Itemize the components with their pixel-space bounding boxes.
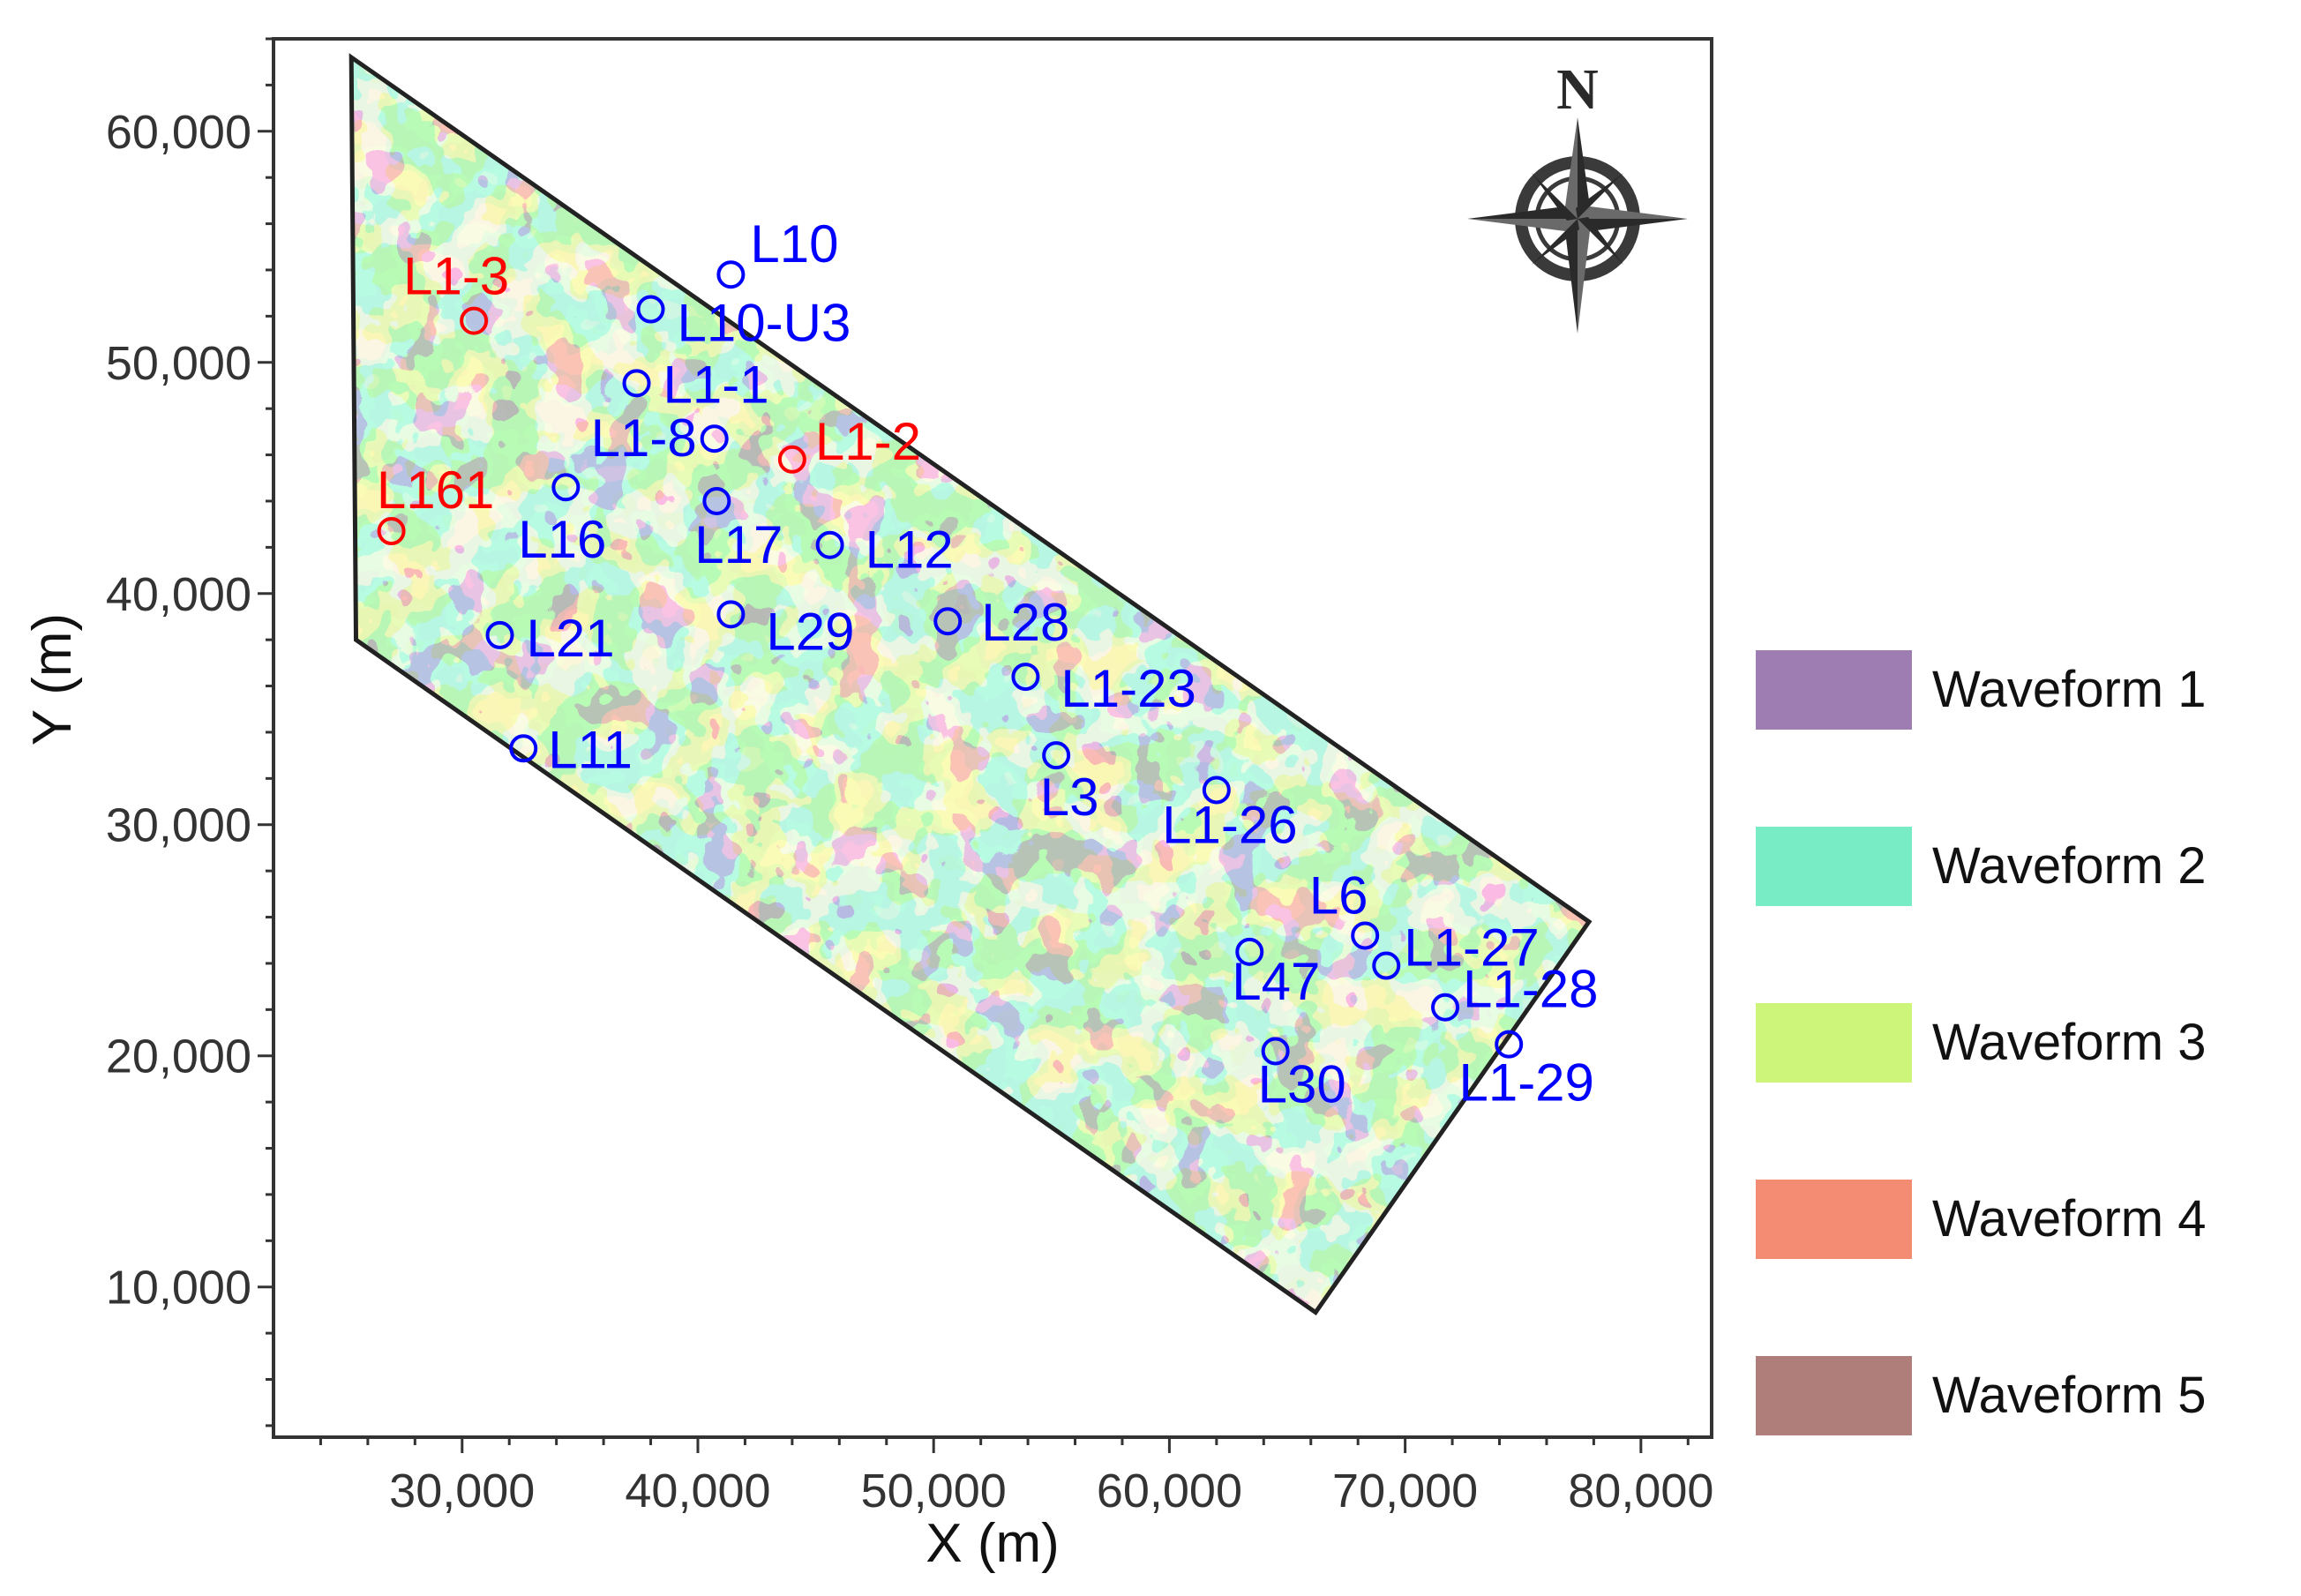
well-marker xyxy=(1372,951,1401,980)
well-label: L1-1 xyxy=(663,355,769,414)
y-axis-title: Y (m) xyxy=(22,613,83,746)
x-axis-ticks: 30,000 40,000 50,000 60,000 70,000 80,000 xyxy=(319,1437,1713,1517)
y-tick-label: 30,000 xyxy=(106,799,251,852)
y-tick-label: 10,000 xyxy=(106,1262,251,1315)
well-label: L10 xyxy=(750,214,838,273)
y-axis-ticks: 10,000 20,000 30,000 40,000 50,000 60,000 xyxy=(106,37,274,1427)
well-marker xyxy=(815,530,844,559)
well-label: L1-29 xyxy=(1458,1053,1593,1113)
well-marker xyxy=(700,424,729,453)
legend-label: Waveform 4 xyxy=(1932,1190,2206,1248)
well-label: L10-U3 xyxy=(678,294,851,353)
x-tick-label: 40,000 xyxy=(625,1465,770,1517)
well-label: L30 xyxy=(1258,1054,1346,1113)
well-label: L6 xyxy=(1309,865,1368,925)
x-tick-label: 70,000 xyxy=(1332,1465,1478,1517)
well-label: L1-28 xyxy=(1463,960,1598,1019)
legend-label: Waveform 5 xyxy=(1932,1367,2206,1424)
well-marker xyxy=(377,517,406,546)
well-marker xyxy=(636,295,665,324)
legend-swatch xyxy=(1756,827,1912,906)
north-arrow-icon: N xyxy=(1467,57,1688,333)
well-marker xyxy=(1042,741,1071,770)
well-marker xyxy=(716,260,746,289)
well-label: L1-27 xyxy=(1404,918,1539,978)
well-label: L47 xyxy=(1232,952,1320,1011)
well-marker xyxy=(716,600,746,629)
plot-frame xyxy=(272,37,1713,1439)
well-marker xyxy=(777,445,806,474)
x-axis-title: X (m) xyxy=(926,1513,1060,1574)
well-marker xyxy=(702,486,731,515)
x-tick-label: 30,000 xyxy=(389,1465,535,1517)
well-marker xyxy=(622,369,651,398)
legend-swatch xyxy=(1756,1356,1912,1435)
y-tick-label: 60,000 xyxy=(106,106,251,159)
y-tick-label: 50,000 xyxy=(106,337,251,390)
x-tick-label: 80,000 xyxy=(1568,1465,1713,1517)
well-label: L1-23 xyxy=(1061,659,1195,718)
well-marker xyxy=(460,306,489,335)
well-marker xyxy=(551,473,581,502)
well-marker xyxy=(1235,937,1264,966)
well-marker xyxy=(1261,1037,1290,1066)
well-label: L1-8 xyxy=(591,408,697,468)
legend-swatch xyxy=(1756,1180,1912,1259)
well-label: L3 xyxy=(1040,768,1099,827)
legend-swatch xyxy=(1756,1003,1912,1083)
legend-swatch xyxy=(1756,650,1912,730)
well-label: L161 xyxy=(377,461,494,520)
legend-label: Waveform 2 xyxy=(1932,837,2206,895)
well-marker xyxy=(1495,1030,1524,1059)
well-marker xyxy=(485,620,514,649)
well-marker xyxy=(1011,663,1040,692)
well-label: L11 xyxy=(548,720,633,779)
x-tick-label: 50,000 xyxy=(861,1465,1007,1517)
well-marker xyxy=(1202,776,1231,805)
y-tick-label: 20,000 xyxy=(106,1030,251,1083)
well-marker xyxy=(509,734,538,763)
well-label: L29 xyxy=(766,602,854,661)
north-label: N xyxy=(1556,57,1599,122)
x-tick-label: 60,000 xyxy=(1097,1465,1242,1517)
well-label: L21 xyxy=(527,609,615,668)
y-tick-label: 40,000 xyxy=(106,568,251,621)
legend-label: Waveform 3 xyxy=(1932,1014,2206,1071)
well-label: L1-2 xyxy=(815,412,921,471)
well-label: L16 xyxy=(518,510,606,569)
well-label: L1-26 xyxy=(1162,795,1297,854)
well-label: L12 xyxy=(866,521,954,580)
legend: Waveform 1 Waveform 2 Waveform 3 Waveform 4… xyxy=(1756,650,2206,1435)
legend-label: Waveform 1 xyxy=(1932,661,2206,718)
well-marker xyxy=(933,607,963,636)
well-label: L17 xyxy=(694,515,783,574)
well-label: L28 xyxy=(981,593,1069,652)
well-marker xyxy=(1351,921,1380,950)
survey-boundary xyxy=(349,53,1593,1315)
well-label: L1-3 xyxy=(403,247,509,306)
well-marker xyxy=(1431,993,1460,1022)
